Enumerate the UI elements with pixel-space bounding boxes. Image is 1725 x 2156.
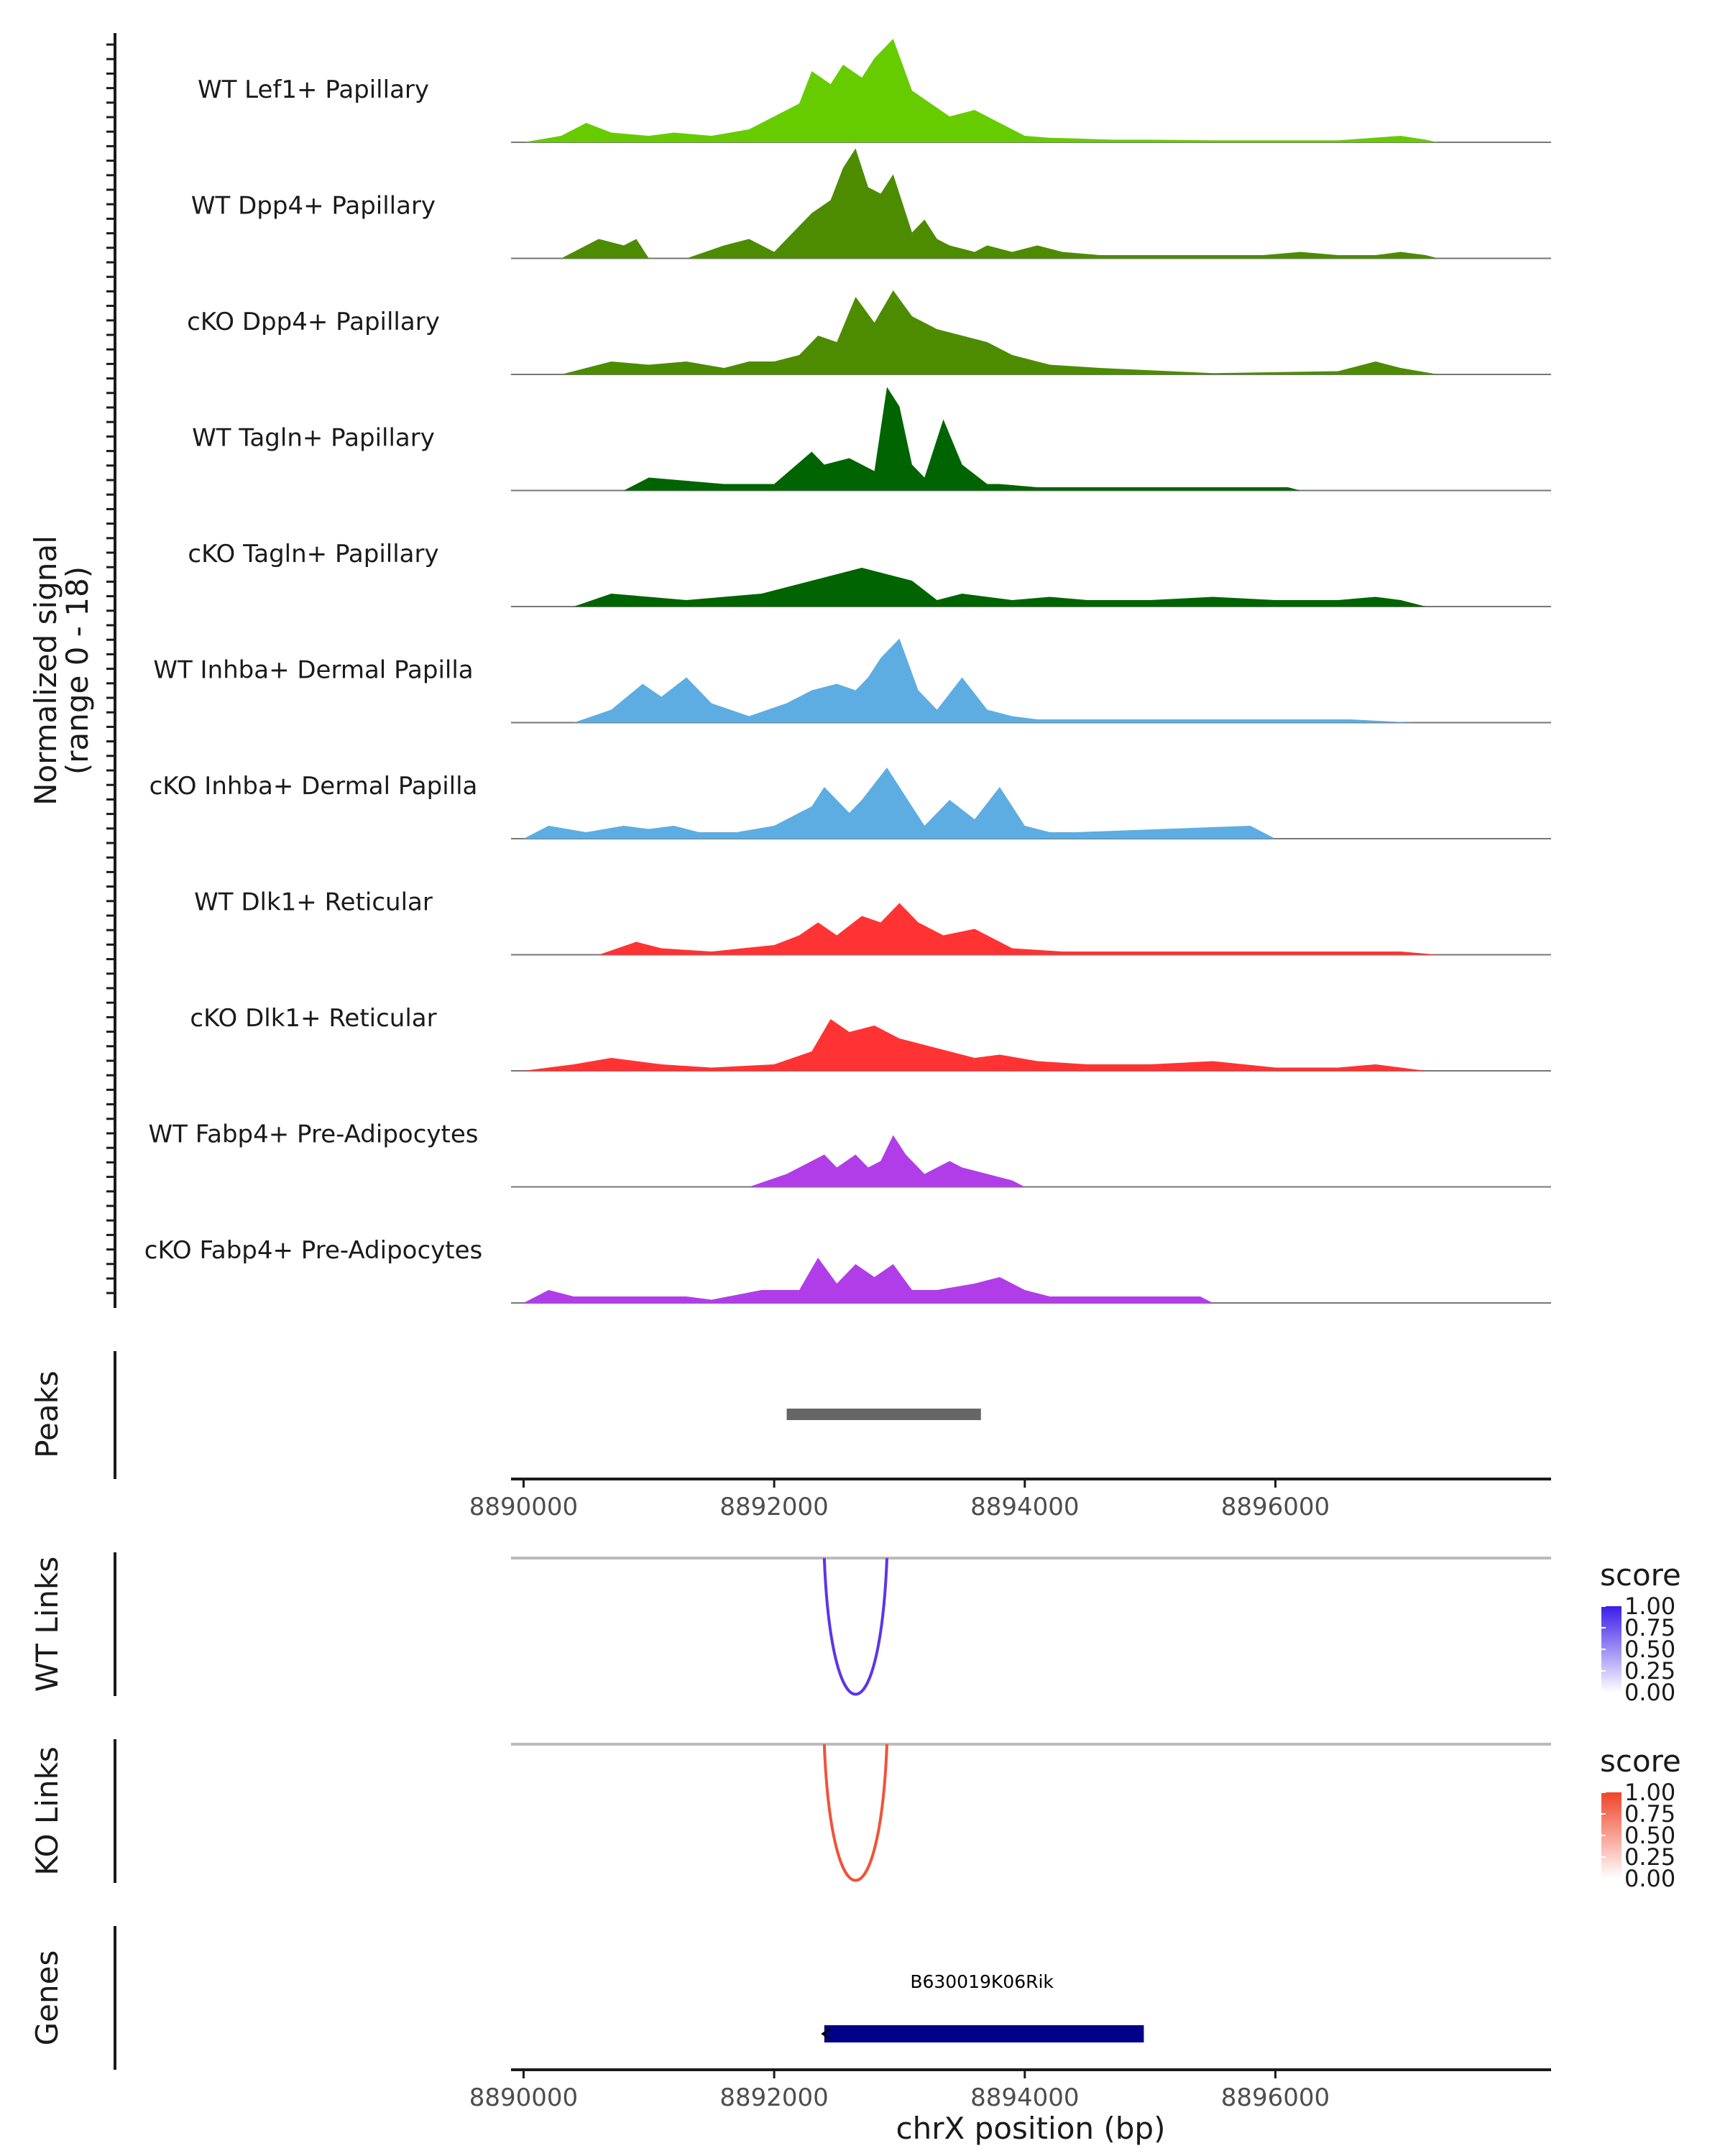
track-label-cko-dpp4-papillary: cKO Dpp4+ Papillary	[187, 308, 440, 336]
coverage-area-wt-tagln-papillary	[623, 387, 1301, 491]
track-label-cko-inhba-dermal-papilla: cKO Inhba+ Dermal Papilla	[150, 772, 478, 801]
legend-ko-title: score	[1600, 1743, 1681, 1779]
track-label-wt-fabp4-pre-adipocytes: WT Fabp4+ Pre-Adipocytes	[149, 1120, 479, 1149]
gene-strand-arrow	[821, 2027, 831, 2040]
coverage-y-axis-range: (range 0 - 18)	[60, 566, 95, 775]
coverage-area-wt-dlk1-reticular	[599, 903, 1439, 955]
x-tick-label: 8892000	[719, 2083, 828, 2112]
track-cko-tagln-papillary: cKO Tagln+ Papillary	[188, 540, 1551, 607]
legend-tick-label: 1.00	[1624, 1779, 1675, 1806]
genes-layer: B630019K06Rik	[821, 1971, 1144, 2042]
legend-tick-label: 0.50	[1624, 1822, 1675, 1849]
track-label-cko-fabp4-pre-adipocytes: cKO Fabp4+ Pre-Adipocytes	[144, 1236, 483, 1265]
gene-label: B630019K06Rik	[910, 1971, 1054, 1992]
track-label-wt-dpp4-papillary: WT Dpp4+ Papillary	[191, 192, 436, 221]
x-tick-label: 8890000	[469, 1493, 578, 1521]
genes-track-label: Genes	[29, 1950, 65, 2046]
legend-ko: score 1.000.750.500.250.00	[1600, 1743, 1681, 1892]
track-cko-dlk1-reticular: cKO Dlk1+ Reticular	[190, 1004, 1551, 1072]
x-axis-title: chrX position (bp)	[896, 2111, 1166, 2146]
coverage-y-label-line2: (range 0 - 18)	[60, 566, 95, 775]
x-tick-label: 8890000	[469, 2083, 578, 2112]
track-label-wt-tagln-papillary: WT Tagln+ Papillary	[192, 424, 435, 453]
wt-links-layer	[511, 1557, 1551, 1696]
legend-tick-label: 0.50	[1624, 1636, 1675, 1663]
coverage-area-cko-inhba-dermal-papilla	[523, 768, 1276, 839]
track-label-cko-tagln-papillary: cKO Tagln+ Papillary	[188, 540, 438, 568]
track-label-wt-lef1-papillary: WT Lef1+ Papillary	[198, 75, 429, 104]
legend-tick-label: 1.00	[1624, 1593, 1675, 1620]
wt-links-track-label: WT Links	[29, 1557, 65, 1692]
legend-wt-ticks: 1.000.750.500.250.00	[1601, 1593, 1675, 1706]
track-label-wt-dlk1-reticular: WT Dlk1+ Reticular	[194, 888, 433, 917]
link-arc	[822, 1743, 888, 1882]
legend-wt: score 1.000.750.500.250.00	[1600, 1557, 1681, 1706]
track-wt-dpp4-papillary: WT Dpp4+ Papillary	[191, 148, 1551, 259]
legend-wt-title: score	[1600, 1557, 1681, 1593]
coverage-area-cko-fabp4-pre-adipocytes	[523, 1258, 1213, 1303]
coverage-y-label-line1: Normalized signal	[28, 535, 63, 806]
track-label-wt-inhba-dermal-papilla: WT Inhba+ Dermal Papilla	[153, 656, 473, 685]
ko-links-track-label: KO Links	[29, 1746, 65, 1876]
track-wt-inhba-dermal-papilla: WT Inhba+ Dermal Papilla	[153, 638, 1551, 724]
coverage-area-wt-dpp4-papillary	[561, 148, 1439, 259]
coverage-area-wt-lef1-papillary	[523, 39, 1439, 142]
coverage-area-cko-dpp4-papillary	[561, 290, 1439, 374]
x-tick-label: 8892000	[719, 1493, 828, 1521]
legend-tick-label: 0.25	[1624, 1843, 1675, 1871]
track-cko-fabp4-pre-adipocytes: cKO Fabp4+ Pre-Adipocytes	[144, 1236, 1551, 1304]
x-tick-label: 8894000	[970, 1493, 1079, 1521]
coverage-y-ticks	[106, 43, 115, 1294]
track-wt-tagln-papillary: WT Tagln+ Papillary	[192, 387, 1551, 492]
peaks-layer	[786, 1409, 981, 1420]
gene-body	[824, 2025, 1144, 2042]
track-wt-fabp4-pre-adipocytes: WT Fabp4+ Pre-Adipocytes	[149, 1120, 1551, 1188]
coverage-y-axis-label: Normalized signal	[28, 535, 63, 806]
track-wt-lef1-papillary: WT Lef1+ Papillary	[198, 39, 1551, 143]
legend-ko-ticks: 1.000.750.500.250.00	[1601, 1779, 1675, 1892]
legend-tick-label: 0.00	[1624, 1679, 1675, 1706]
coverage-tracks: WT Lef1+ Papillary WT Dpp4+ Papillary cKO …	[144, 39, 1551, 1304]
x-tick-label: 8896000	[1221, 1493, 1330, 1521]
coverage-area-cko-dlk1-reticular	[523, 1019, 1426, 1071]
x-tick-label: 8894000	[970, 2083, 1079, 2112]
peak-bar	[786, 1409, 981, 1420]
track-cko-inhba-dermal-papilla: cKO Inhba+ Dermal Papilla	[150, 768, 1551, 839]
x-tick-label: 8896000	[1221, 2083, 1330, 2112]
track-cko-dpp4-papillary: cKO Dpp4+ Papillary	[187, 290, 1551, 375]
x-axis-ticks-upper: 8890000 8892000 8894000 8896000	[469, 1479, 1330, 1521]
x-axis-ticks-lower: 8890000 8892000 8894000 8896000	[469, 2070, 1330, 2112]
track-wt-dlk1-reticular: WT Dlk1+ Reticular	[194, 888, 1551, 956]
coverage-area-wt-fabp4-pre-adipocytes	[749, 1135, 1025, 1187]
track-label-cko-dlk1-reticular: cKO Dlk1+ Reticular	[190, 1004, 436, 1033]
ko-links-layer	[511, 1743, 1551, 1882]
peaks-track-label: Peaks	[29, 1370, 65, 1458]
coverage-area-cko-tagln-papillary	[574, 568, 1426, 607]
coverage-area-wt-inhba-dermal-papilla	[574, 638, 1414, 723]
legend-tick-label: 0.25	[1624, 1657, 1675, 1685]
legend-tick-label: 0.75	[1624, 1800, 1675, 1828]
legend-tick-label: 0.75	[1624, 1614, 1675, 1641]
legend-tick-label: 0.00	[1624, 1865, 1675, 1892]
link-arc	[822, 1557, 888, 1696]
